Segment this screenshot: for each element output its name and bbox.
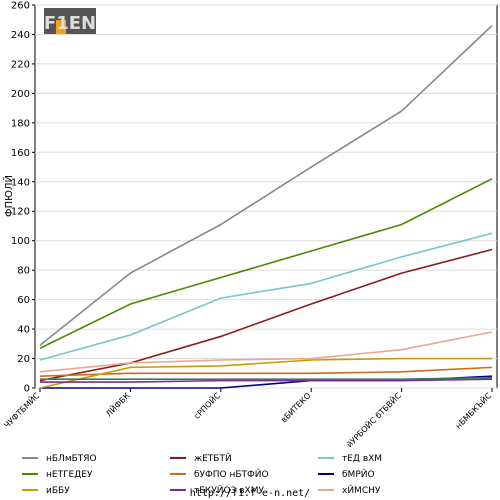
logo-accent bbox=[56, 20, 66, 34]
legend-label: жЕТБТЙ bbox=[194, 452, 232, 464]
legend-label: иББУ bbox=[46, 486, 70, 496]
y-tick-label: 260 bbox=[11, 1, 30, 12]
logo: F1EN bbox=[44, 8, 96, 34]
y-tick-label: 160 bbox=[11, 148, 30, 159]
y-tick-label: 140 bbox=[11, 177, 30, 188]
series-line bbox=[39, 25, 493, 346]
legend-label: хЙМСНУ bbox=[342, 484, 381, 496]
y-tick-label: 200 bbox=[11, 89, 30, 100]
series-line bbox=[39, 366, 493, 378]
legend-label: бУФПО нБТФЙО bbox=[194, 468, 269, 480]
y-axis-title: ФПЮЛЙ bbox=[2, 175, 15, 217]
y-tick-label: 40 bbox=[17, 325, 30, 336]
y-tick-label: 20 bbox=[17, 354, 30, 365]
y-axis: 0 20 40 60 80 100 120 140 160 180 200 220 240 260 bbox=[11, 1, 35, 395]
series-line bbox=[39, 232, 493, 361]
series-lines bbox=[39, 25, 493, 389]
series-line bbox=[39, 357, 492, 389]
grid bbox=[34, 4, 498, 389]
legend-label: нЕТГЕДЕУ bbox=[46, 470, 93, 480]
footer-url[interactable]: http://f1.f-e-n.net/ bbox=[190, 488, 310, 499]
legend-label: бМРЙО bbox=[342, 468, 375, 480]
series-line bbox=[40, 378, 493, 383]
y-tick-label: 60 bbox=[17, 295, 30, 306]
logo-text: F1EN bbox=[44, 13, 96, 34]
logo-box bbox=[44, 8, 96, 34]
legend-label: нБЛмБТЯО bbox=[46, 454, 97, 464]
y-tick-label: 240 bbox=[11, 30, 30, 41]
legend: нБЛмБТЯО жЕТБТЙ тЕД вХМ нЕТГЕДЕУ бУФПО нБТФЙ… bbox=[22, 452, 382, 496]
y-tick-label: 100 bbox=[11, 236, 30, 247]
legend-label: тЕКУЙОЗ вХМУ bbox=[194, 484, 264, 496]
series-line bbox=[39, 248, 493, 382]
y-tick-label: 220 bbox=[11, 59, 30, 70]
series-line bbox=[40, 376, 493, 380]
y-tick-label: 80 bbox=[17, 266, 30, 277]
series-line bbox=[39, 178, 493, 349]
y-tick-label: 180 bbox=[11, 118, 30, 129]
legend-label: тЕД вХМ bbox=[342, 454, 382, 464]
y-tick-label: 0 bbox=[24, 384, 30, 395]
y-tick-label: 120 bbox=[11, 207, 30, 218]
series-line bbox=[39, 331, 493, 373]
